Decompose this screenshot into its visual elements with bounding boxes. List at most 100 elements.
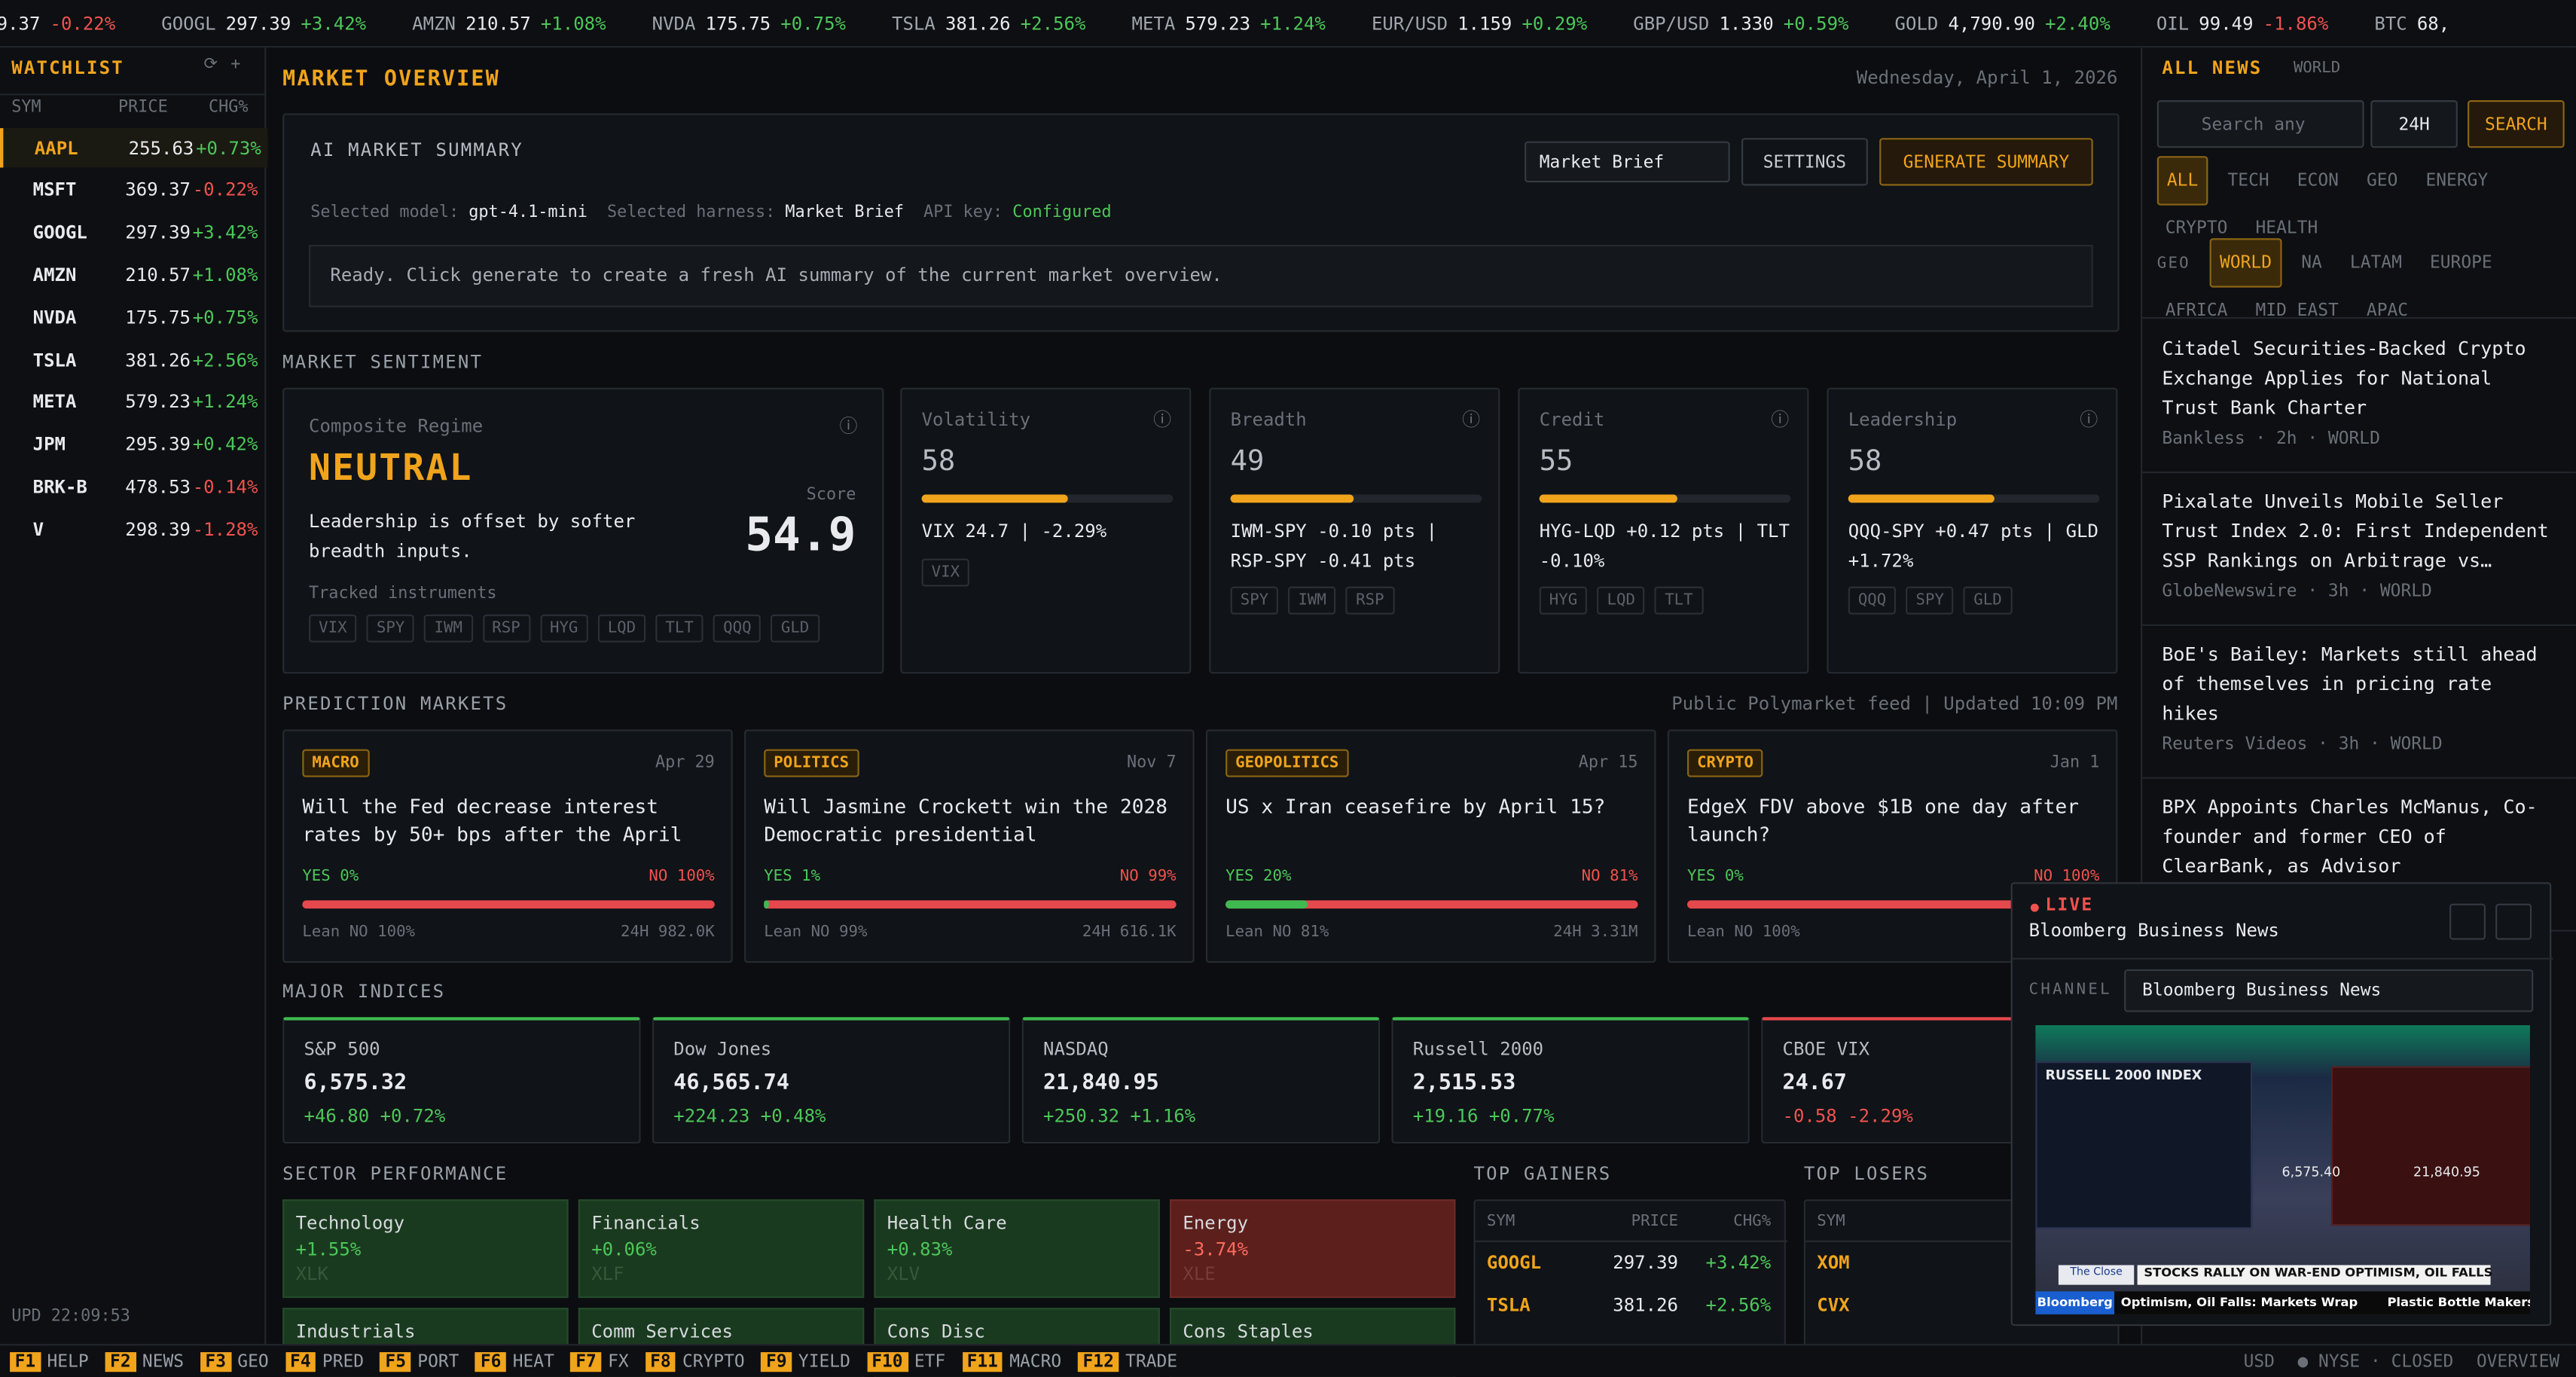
- question: EdgeX FDV above $1B one day after launch…: [1686, 795, 2080, 847]
- gainers-table: SYM PRICE CHG% GOOGL 297.39 +3.42% TSLA 381.26 +…: [1473, 1199, 1788, 1364]
- ticker-item: 9.37 -0.22%: [0, 12, 115, 33]
- yes-bar: [1225, 900, 1308, 909]
- fkey-code: F6: [475, 1351, 506, 1372]
- fkey[interactable]: F8 CRYPTO: [645, 1351, 745, 1372]
- prediction-card: MACRO Apr 29 Will the Fed decrease interes…: [282, 729, 733, 963]
- search-btn[interactable]: SEARCH: [2468, 100, 2565, 148]
- sector-name: Comm Services: [591, 1321, 733, 1342]
- fkey[interactable]: F12 TRADE: [1077, 1351, 1177, 1372]
- ai-title: AI MARKET SUMMARY: [310, 139, 523, 161]
- fkey-code: F12: [1077, 1351, 1119, 1372]
- index-card: Dow Jones 46,565.74 +224.23 +0.48%: [652, 1017, 1011, 1144]
- chip: QQQ: [713, 614, 762, 643]
- fkey[interactable]: F7 FX: [570, 1351, 629, 1372]
- ticker-price: 381.26: [945, 12, 1011, 34]
- generate-btn[interactable]: GENERATE SUMMARY: [1879, 138, 2093, 186]
- fkey-label: NEWS: [142, 1351, 185, 1372]
- filter[interactable]: ECON: [2297, 170, 2339, 191]
- ticker-chg: +0.59%: [1783, 12, 1849, 34]
- chip: RSP: [1346, 586, 1394, 615]
- volume: 24H 3.31M: [1553, 923, 1638, 942]
- fkey[interactable]: F6 HEAT: [475, 1351, 554, 1372]
- chips: HYG LQD TLT: [1539, 586, 1713, 615]
- filter[interactable]: ENERGY: [2425, 170, 2489, 191]
- region[interactable]: EUROPE: [2429, 252, 2492, 273]
- video-n1: 6,575.40: [2281, 1165, 2341, 1180]
- watch-row[interactable]: GOOGL 297.39 +3.42%: [0, 213, 264, 252]
- watch-row[interactable]: AMZN 210.57 +1.08%: [0, 255, 264, 295]
- filters: ALL TECH ECON GEO ENERGY CRYPTO HEALTH: [2156, 156, 2568, 252]
- fkey[interactable]: F10 ETF: [866, 1351, 945, 1372]
- fkey[interactable]: F5 PORT: [380, 1351, 459, 1372]
- chip: RSP: [482, 614, 530, 643]
- fkey[interactable]: F11 MACRO: [962, 1351, 1061, 1372]
- fkey-label: HELP: [47, 1351, 89, 1372]
- watch-row[interactable]: NVDA 175.75 +0.75%: [0, 298, 264, 337]
- fkey[interactable]: F3 GEO: [200, 1351, 269, 1372]
- refresh-icon[interactable]: ⟳: [203, 56, 218, 75]
- watch-row[interactable]: META 579.23 +1.24%: [0, 383, 264, 422]
- card-text: IWM-SPY -0.10 pts | RSP-SPY -0.41 pts: [1230, 521, 1438, 572]
- settings-btn[interactable]: SETTINGS: [1741, 138, 1868, 186]
- watch-row[interactable]: JPM 295.39 +0.42%: [0, 425, 264, 464]
- fkey-code: F8: [645, 1351, 676, 1372]
- headline: BPX Appoints Charles McManus, Co-founder…: [2162, 795, 2538, 878]
- news-item[interactable]: Citadel Securities-Backed Crypto Exchang…: [2142, 320, 2576, 474]
- add-icon[interactable]: +: [230, 56, 241, 75]
- fkey[interactable]: F9 YIELD: [761, 1351, 850, 1372]
- tracked-label: Tracked instruments: [309, 585, 497, 603]
- no-bar: [1686, 900, 2100, 909]
- date: Nov 7: [1126, 754, 1177, 773]
- sector-name: Cons Staples: [1183, 1321, 1314, 1342]
- filter[interactable]: CRYPTO: [2165, 218, 2228, 239]
- card-text: QQQ-SPY +0.47 pts | GLD +1.72%: [1848, 521, 2098, 572]
- index-name: Dow Jones: [673, 1038, 772, 1060]
- watchlist-icons[interactable]: ⟳ +: [203, 56, 240, 74]
- tag: POLITICS: [764, 749, 859, 777]
- volume: 24H 982.0K: [621, 923, 715, 942]
- fkey[interactable]: F1 HELP: [10, 1351, 89, 1372]
- minimize-btn[interactable]: [2495, 903, 2532, 940]
- updated: UPD 22:09:53: [11, 1308, 130, 1327]
- channel-select[interactable]: Bloomberg Business News: [2124, 969, 2534, 1012]
- watch-row[interactable]: V 298.39 -1.28%: [0, 510, 264, 549]
- news-item[interactable]: BoE's Bailey: Markets still ahead of the…: [2142, 626, 2576, 779]
- sector-name: Technology: [295, 1212, 405, 1235]
- ticker-item: EUR/USD 1.159 +0.29%: [1372, 12, 1587, 33]
- index-name: CBOE VIX: [1782, 1038, 1870, 1060]
- sector-chg: +1.55%: [295, 1238, 362, 1260]
- sentiment-card: Volatility ⓘ 58 VIX 24.7 | -2.29% VIX: [900, 387, 1192, 674]
- meta-label: Selected harness:: [607, 203, 776, 222]
- range-select[interactable]: 24H: [2370, 100, 2458, 148]
- sector-name: Financials: [591, 1212, 700, 1235]
- fkey-code: F10: [866, 1351, 908, 1372]
- cell: XOM: [1817, 1251, 1850, 1274]
- ai-select[interactable]: Market Brief: [1525, 141, 1730, 183]
- watch-sym: JPM: [32, 434, 66, 456]
- ticker-track: 9.37 -0.22% GOOGL 297.39 +3.42% AMZN 210.57 +1.…: [0, 12, 2449, 33]
- news-item[interactable]: Pixalate Unveils Mobile Seller Trust Ind…: [2142, 473, 2576, 626]
- filter[interactable]: HEALTH: [2255, 218, 2318, 239]
- card-text: VIX 24.7 | -2.29%: [921, 521, 1107, 542]
- channel-label: CHANNEL: [2028, 981, 2112, 1000]
- regime: NEUTRAL: [309, 448, 473, 490]
- fkey[interactable]: F4 PRED: [285, 1351, 364, 1372]
- popout-btn[interactable]: [2449, 903, 2486, 940]
- fkey[interactable]: F2 NEWS: [105, 1351, 185, 1372]
- filter[interactable]: TECH: [2227, 170, 2269, 191]
- watch-row[interactable]: AAPL 255.63 +0.73%: [0, 128, 268, 168]
- geo-label: GEO: [2156, 255, 2190, 273]
- watch-row[interactable]: MSFT 369.37 -0.22%: [0, 170, 264, 209]
- section-title: SECTOR PERFORMANCE: [282, 1163, 508, 1185]
- filter[interactable]: ALL: [2156, 156, 2208, 206]
- filter[interactable]: GEO: [2367, 170, 2398, 191]
- watch-row[interactable]: TSLA 381.26 +2.56%: [0, 340, 264, 379]
- region[interactable]: LATAM: [2349, 252, 2402, 273]
- news-scope: WORLD: [2293, 59, 2341, 78]
- region[interactable]: WORLD: [2209, 238, 2282, 288]
- search-box[interactable]: Search any: [2156, 100, 2364, 148]
- region[interactable]: NA: [2301, 252, 2322, 273]
- watch-row[interactable]: BRK-B 478.53 -0.14%: [0, 467, 264, 506]
- card-score: 49: [1230, 445, 1265, 478]
- fkey-code: F5: [380, 1351, 411, 1372]
